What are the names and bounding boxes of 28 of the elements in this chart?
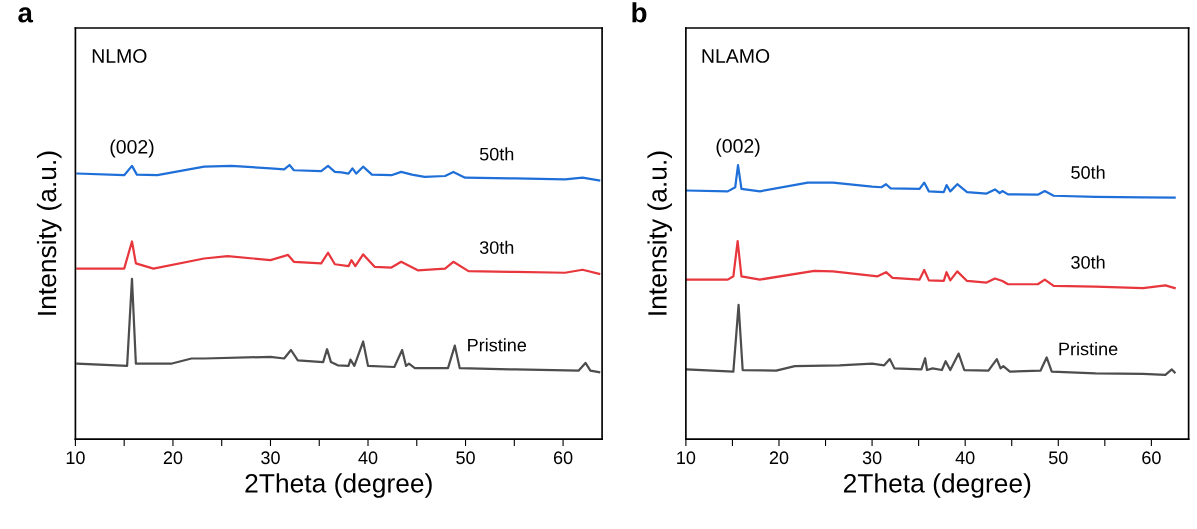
series-label: 50th — [479, 147, 514, 161]
x-tick-label: 60 — [553, 451, 573, 465]
x-tick-label: 10 — [677, 451, 696, 465]
x-tick-label: 10 — [66, 451, 85, 465]
x-tick-label: 40 — [955, 451, 975, 465]
x-tick-label: 40 — [358, 451, 378, 465]
y-axis-title: Intensity (a.u.) — [647, 151, 672, 315]
x-tick-label: 20 — [769, 451, 789, 465]
y-axis-title: Intensity (a.u.) — [36, 151, 62, 315]
chart-title: NLAMO — [702, 49, 770, 63]
x-tick-label: 30 — [261, 451, 280, 465]
x-axis-title: 2Theta (degree) — [245, 473, 432, 498]
x-axis-title: 2Theta (degree) — [843, 473, 1031, 498]
x-tick-label: 30 — [862, 451, 882, 465]
text: b — [632, 2, 647, 23]
x-tick-label: 60 — [1142, 451, 1161, 465]
series-label: 30th — [479, 240, 514, 254]
series-label: 30th — [1071, 255, 1105, 269]
text: a — [18, 7, 34, 23]
x-tick-label: 50 — [1048, 451, 1068, 465]
chart-title: NLMO — [92, 49, 147, 63]
annotation: (002) — [716, 138, 760, 157]
series-label: Pristine — [1059, 342, 1118, 356]
x-tick-label: 20 — [163, 451, 183, 465]
x-tick-label: 50 — [456, 451, 475, 465]
annotation: (002) — [110, 139, 154, 158]
series-label: 50th — [1071, 165, 1105, 179]
series-label: Pristine — [468, 338, 527, 352]
